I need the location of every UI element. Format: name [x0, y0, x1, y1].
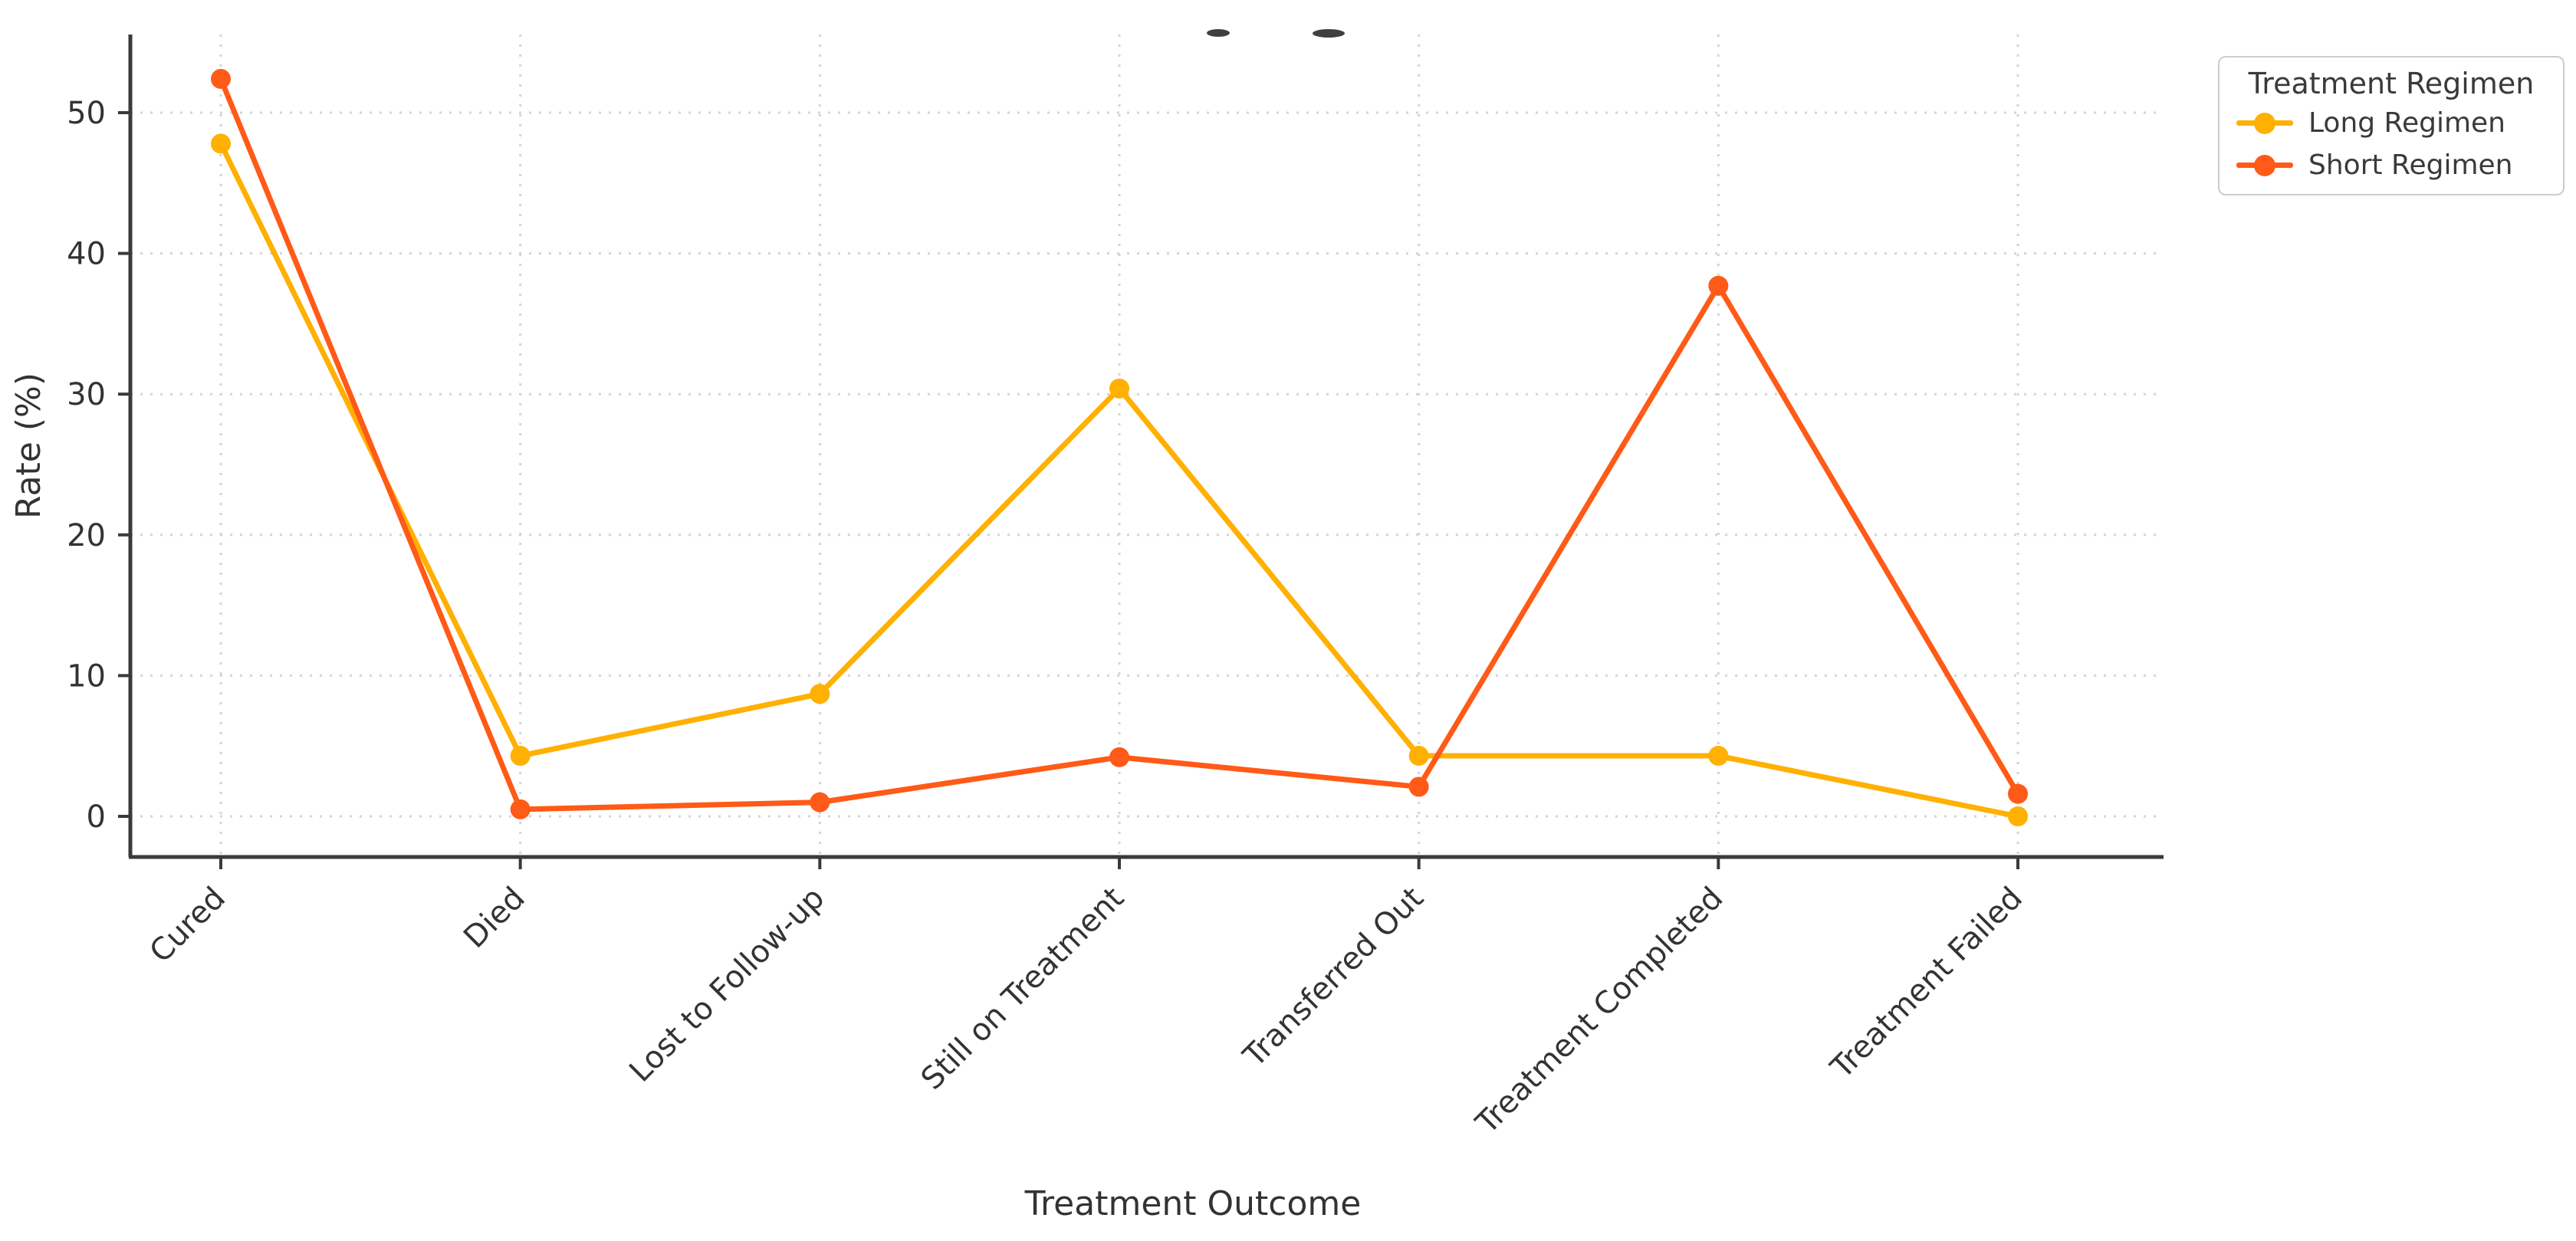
short-regimen-line-marker-icon — [2236, 154, 2293, 176]
y-tick-label: 40 — [67, 237, 106, 272]
y-tick-label: 50 — [67, 96, 106, 131]
x-tick-label: Still on Treatment — [915, 881, 1131, 1097]
data-point-marker — [810, 792, 830, 813]
data-point-marker — [510, 799, 531, 819]
legend-title: Treatment Regimen — [2248, 67, 2535, 100]
x-axis-title: Treatment Outcome — [1024, 1184, 1362, 1223]
data-point-marker — [211, 133, 231, 154]
x-tick-label: Cured — [143, 881, 232, 970]
long-regimen-line-marker-icon — [2236, 112, 2293, 134]
data-point-marker — [1408, 746, 1429, 767]
legend-label: Short Regimen — [2308, 149, 2513, 182]
data-point-marker — [211, 68, 231, 89]
legend-label: Long Regimen — [2308, 107, 2505, 140]
legend-entry-short-regimen: Short Regimen — [2236, 146, 2546, 185]
data-point-marker — [1708, 746, 1729, 767]
legend-entry-long-regimen: Long Regimen — [2236, 104, 2546, 143]
x-tick-label: Lost to Follow-up — [623, 881, 831, 1089]
data-point-marker — [510, 746, 531, 767]
y-tick-label: 10 — [67, 658, 106, 694]
y-tick-label: 0 — [87, 799, 106, 835]
x-tick-label: Treatment Failed — [1824, 881, 2029, 1086]
data-point-marker — [1708, 275, 1729, 296]
data-point-marker — [810, 684, 830, 704]
y-tick-label: 20 — [67, 518, 106, 553]
x-tick-label: Transferred Out — [1237, 881, 1431, 1075]
data-point-marker — [1109, 378, 1130, 399]
cropped-title-fragment — [1313, 29, 1345, 38]
x-tick-label: Treatment Completed — [1469, 881, 1730, 1141]
legend-box: Treatment Regimen Long Regimen Short Reg… — [2218, 56, 2564, 195]
cropped-title-fragment — [1207, 29, 1230, 37]
x-tick-label: Died — [457, 881, 532, 956]
y-tick-label: 30 — [67, 377, 106, 412]
data-point-marker — [1109, 747, 1130, 767]
y-axis-title: Rate (%) — [9, 373, 48, 519]
data-point-marker — [2008, 806, 2029, 826]
data-point-marker — [2008, 783, 2029, 804]
data-point-marker — [1408, 776, 1429, 797]
